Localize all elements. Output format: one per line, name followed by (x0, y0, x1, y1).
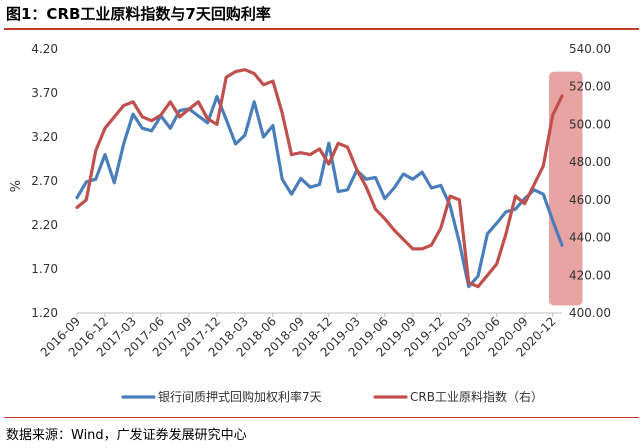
y-tick-label-right: 460.00 (569, 193, 611, 207)
figure-title: 图1：CRB工业原料指数与7天回购利率 (6, 5, 271, 23)
y-tick-label-right: 400.00 (569, 306, 611, 320)
y-tick-label-right: 540.00 (569, 42, 611, 56)
y-tick-label-left: 1.70 (31, 262, 58, 276)
source-note: 数据来源：Wind，广发证券发展研究中心 (6, 428, 247, 443)
y-tick-label-right: 420.00 (569, 268, 611, 282)
y-tick-label-left: 2.20 (31, 218, 58, 232)
y-tick-label-right: 440.00 (569, 231, 611, 245)
highlight-band (548, 71, 583, 306)
title-rule (4, 28, 639, 30)
crb-index-line (75, 68, 564, 289)
y-tick-label-left: 3.70 (31, 86, 58, 100)
repo-rate-line (75, 94, 564, 289)
y-tick-label-left: 4.20 (31, 42, 58, 56)
legend-label: CRB工业原料指数（右） (410, 389, 543, 404)
y-tick-label-right: 480.00 (569, 155, 611, 169)
y-axis-label: % (9, 180, 24, 192)
y-tick-label-left: 2.70 (31, 174, 58, 188)
y-tick-label-left: 1.20 (31, 306, 58, 320)
legend-label: 银行间质押式回购加权利率7天 (158, 389, 322, 404)
y-tick-label-right: 520.00 (569, 80, 611, 94)
y-tick-label-left: 3.20 (31, 130, 58, 144)
y-tick-label-right: 500.00 (569, 117, 611, 131)
bottom-rule (4, 417, 639, 418)
